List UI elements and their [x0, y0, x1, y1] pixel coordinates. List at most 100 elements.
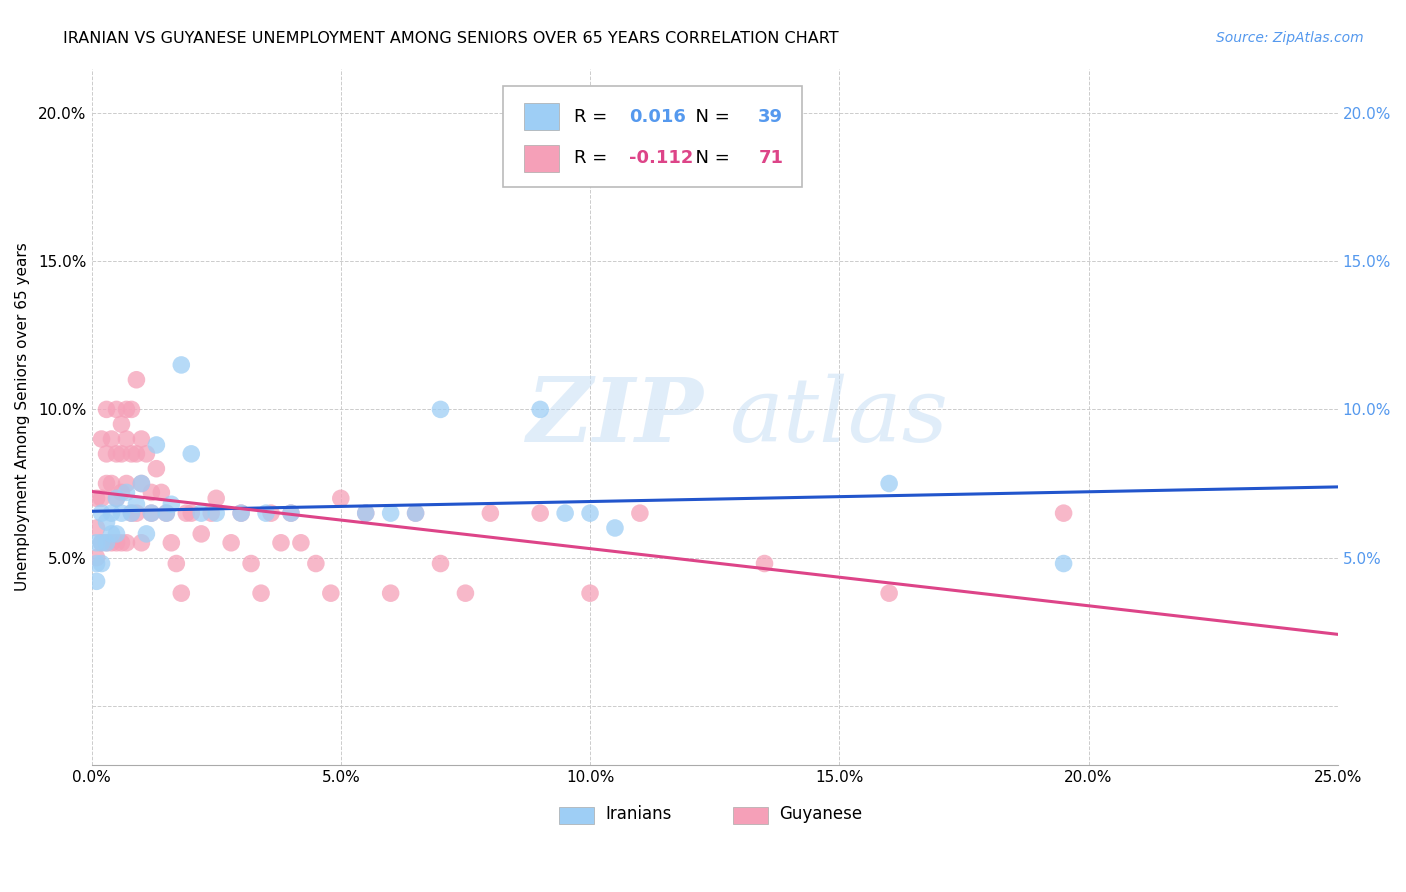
Point — [579, 506, 602, 520]
Point — [115, 432, 138, 446]
Text: Guyanese: Guyanese — [779, 805, 863, 822]
Point — [131, 476, 153, 491]
FancyBboxPatch shape — [503, 86, 801, 187]
Point — [105, 536, 128, 550]
Point — [86, 550, 108, 565]
Point — [229, 506, 252, 520]
Point — [155, 506, 177, 520]
Point — [150, 485, 173, 500]
Text: Iranians: Iranians — [605, 805, 672, 822]
Point — [135, 447, 157, 461]
Point — [405, 506, 427, 520]
Point — [110, 447, 132, 461]
Point — [354, 506, 377, 520]
Point — [141, 506, 163, 520]
Point — [155, 506, 177, 520]
Point — [90, 491, 112, 506]
Point — [170, 358, 193, 372]
Point — [160, 536, 183, 550]
Point — [174, 506, 197, 520]
FancyBboxPatch shape — [524, 145, 560, 171]
Point — [305, 557, 328, 571]
Point — [250, 586, 273, 600]
Point — [628, 506, 651, 520]
Point — [240, 557, 263, 571]
Point — [96, 476, 118, 491]
Point — [96, 515, 118, 529]
Point — [115, 402, 138, 417]
FancyBboxPatch shape — [734, 807, 768, 824]
Point — [125, 447, 148, 461]
Point — [529, 402, 551, 417]
Text: N =: N = — [683, 108, 735, 126]
Point — [90, 536, 112, 550]
Point — [877, 586, 900, 600]
Point — [105, 447, 128, 461]
Point — [135, 527, 157, 541]
Point — [190, 527, 212, 541]
Point — [105, 491, 128, 506]
Point — [280, 506, 302, 520]
Point — [110, 417, 132, 432]
Point — [354, 506, 377, 520]
Point — [86, 536, 108, 550]
Point — [110, 536, 132, 550]
Point — [180, 506, 202, 520]
Point — [190, 506, 212, 520]
Point — [96, 402, 118, 417]
Point — [290, 536, 312, 550]
Point — [329, 491, 352, 506]
Point — [125, 373, 148, 387]
Point — [429, 557, 451, 571]
Point — [131, 476, 153, 491]
Point — [86, 557, 108, 571]
FancyBboxPatch shape — [560, 807, 593, 824]
Point — [145, 461, 167, 475]
Point — [454, 586, 477, 600]
Text: N =: N = — [683, 149, 735, 168]
Point — [1052, 506, 1074, 520]
Text: 71: 71 — [758, 149, 783, 168]
Point — [115, 476, 138, 491]
Point — [141, 506, 163, 520]
Point — [280, 506, 302, 520]
Point — [405, 506, 427, 520]
Point — [205, 506, 228, 520]
Point — [105, 402, 128, 417]
Point — [1052, 557, 1074, 571]
Point — [100, 432, 122, 446]
FancyBboxPatch shape — [524, 103, 560, 130]
Text: atlas: atlas — [730, 374, 949, 460]
Text: R =: R = — [574, 108, 613, 126]
Point — [529, 506, 551, 520]
Point — [254, 506, 277, 520]
Point — [100, 506, 122, 520]
Point — [120, 447, 142, 461]
Text: 39: 39 — [758, 108, 783, 126]
Point — [479, 506, 502, 520]
Point — [131, 536, 153, 550]
Point — [115, 536, 138, 550]
Point — [380, 586, 402, 600]
Point — [270, 536, 292, 550]
Text: ZIP: ZIP — [527, 374, 703, 460]
Point — [90, 536, 112, 550]
Point — [200, 506, 222, 520]
Point — [165, 557, 187, 571]
Point — [90, 557, 112, 571]
Point — [141, 485, 163, 500]
Point — [205, 491, 228, 506]
Point — [125, 506, 148, 520]
Y-axis label: Unemployment Among Seniors over 65 years: Unemployment Among Seniors over 65 years — [15, 243, 30, 591]
Point — [100, 527, 122, 541]
Point — [105, 491, 128, 506]
Point — [319, 586, 342, 600]
Point — [180, 447, 202, 461]
Point — [120, 506, 142, 520]
Point — [86, 574, 108, 589]
Text: -0.112: -0.112 — [628, 149, 693, 168]
Point — [131, 432, 153, 446]
Point — [105, 527, 128, 541]
Point — [260, 506, 283, 520]
Point — [603, 521, 626, 535]
